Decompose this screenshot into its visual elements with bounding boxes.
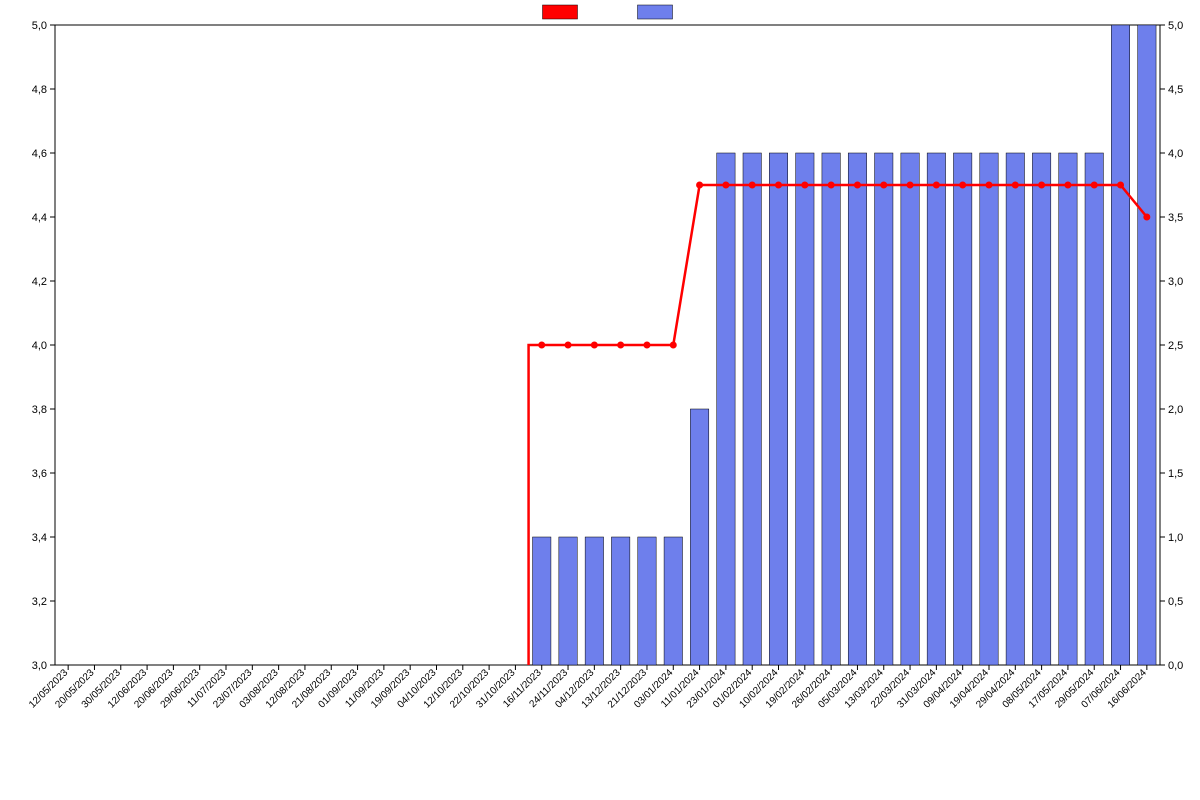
bar xyxy=(1111,25,1129,665)
line-marker xyxy=(1118,182,1124,188)
line-marker xyxy=(986,182,992,188)
y-right-tick-label: 4,5 xyxy=(1168,84,1183,96)
bar xyxy=(664,537,682,665)
bar xyxy=(585,537,603,665)
bar xyxy=(980,153,998,665)
y-left-tick-label: 4,8 xyxy=(32,84,47,96)
y-right-tick-label: 3,5 xyxy=(1168,212,1183,224)
y-right-tick-label: 3,0 xyxy=(1168,276,1183,288)
line-marker xyxy=(1039,182,1045,188)
y-left-tick-label: 4,6 xyxy=(32,148,47,160)
bar xyxy=(611,537,629,665)
y-left-tick-label: 3,0 xyxy=(32,660,47,672)
y-left-tick-label: 4,2 xyxy=(32,276,47,288)
y-left-tick-label: 3,6 xyxy=(32,468,47,480)
bar xyxy=(901,153,919,665)
y-right-tick-label: 2,0 xyxy=(1168,404,1183,416)
line-marker xyxy=(565,342,571,348)
y-right-tick-label: 5,0 xyxy=(1168,20,1183,32)
line-marker xyxy=(644,342,650,348)
line-marker xyxy=(697,182,703,188)
legend-swatch xyxy=(638,5,673,19)
bar xyxy=(533,537,551,665)
y-right-tick-label: 1,0 xyxy=(1168,532,1183,544)
line-marker xyxy=(828,182,834,188)
bar xyxy=(875,153,893,665)
legend-swatch xyxy=(543,5,578,19)
bar xyxy=(1059,153,1077,665)
y-right-tick-label: 0,0 xyxy=(1168,660,1183,672)
chart-svg: 3,0 3,2 3,4 3,6 3,8 4,0 4,2 4,4 4,6 4,8 5,0 0,0 0,5 1… xyxy=(0,0,1200,800)
bar xyxy=(1085,153,1103,665)
y-right-tick-label: 0,5 xyxy=(1168,596,1183,608)
y-right-tick-label: 2,5 xyxy=(1168,340,1183,352)
bar xyxy=(690,409,708,665)
line-marker xyxy=(1012,182,1018,188)
line-marker xyxy=(1091,182,1097,188)
line-marker xyxy=(723,182,729,188)
bar xyxy=(769,153,787,665)
line-marker xyxy=(618,342,624,348)
line-marker xyxy=(881,182,887,188)
y-right-tick-label: 4,0 xyxy=(1168,148,1183,160)
y-right-tick-label: 1,5 xyxy=(1168,468,1183,480)
line-marker xyxy=(591,342,597,348)
bar xyxy=(848,153,866,665)
line-marker xyxy=(907,182,913,188)
bar xyxy=(927,153,945,665)
bar xyxy=(717,153,735,665)
bar xyxy=(1138,25,1156,665)
line-marker xyxy=(854,182,860,188)
bar xyxy=(559,537,577,665)
y-left-tick-label: 4,0 xyxy=(32,340,47,352)
bar xyxy=(1032,153,1050,665)
y-left-tick-label: 3,4 xyxy=(32,532,47,544)
line-marker xyxy=(776,182,782,188)
bar xyxy=(638,537,656,665)
line-marker xyxy=(960,182,966,188)
y-left-tick-label: 4,4 xyxy=(32,212,47,224)
y-left-tick-label: 5,0 xyxy=(32,20,47,32)
bar xyxy=(953,153,971,665)
bar xyxy=(1006,153,1024,665)
chart-container: 3,0 3,2 3,4 3,6 3,8 4,0 4,2 4,4 4,6 4,8 5,0 0,0 0,5 1… xyxy=(0,0,1200,800)
line-marker xyxy=(749,182,755,188)
line-marker xyxy=(1065,182,1071,188)
line-marker xyxy=(802,182,808,188)
line-marker xyxy=(539,342,545,348)
line-marker xyxy=(1144,214,1150,220)
y-left-tick-label: 3,8 xyxy=(32,404,47,416)
bar xyxy=(796,153,814,665)
line-marker xyxy=(933,182,939,188)
bar xyxy=(743,153,761,665)
line-marker xyxy=(670,342,676,348)
y-left-tick-label: 3,2 xyxy=(32,596,47,608)
bar xyxy=(822,153,840,665)
